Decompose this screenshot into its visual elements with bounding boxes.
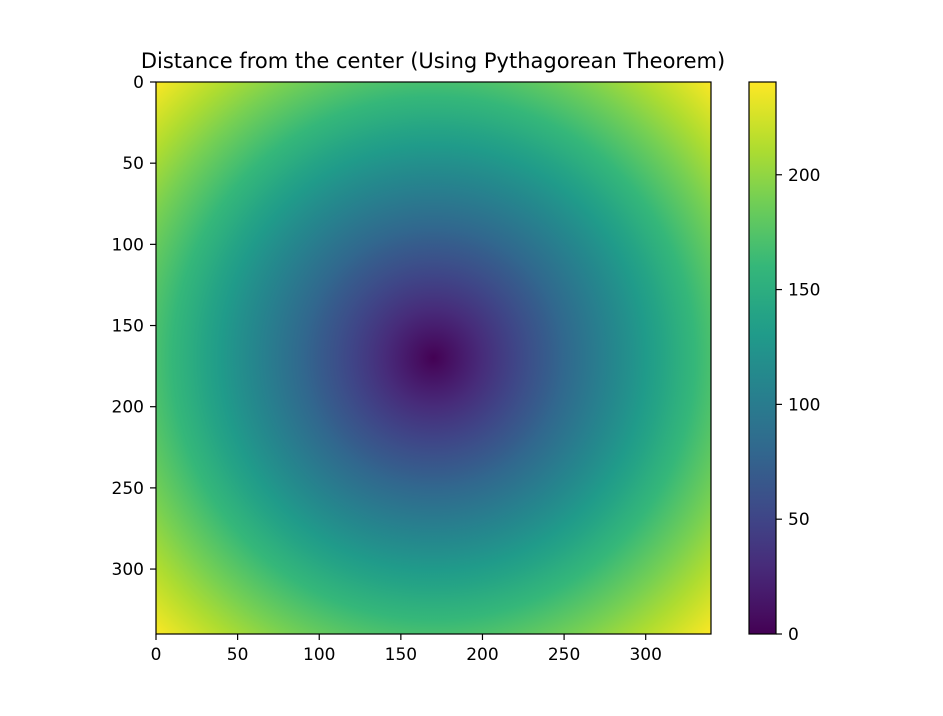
y-tick-label: 250	[112, 479, 144, 499]
colorbar-fill	[749, 82, 776, 634]
colorbar-tick-label: 200	[788, 166, 820, 186]
colorbar-ticks: 0 50 100 150 200	[776, 166, 820, 645]
heatmap-image	[156, 82, 711, 634]
y-tick-label: 150	[112, 317, 144, 337]
y-tick-label: 200	[112, 398, 144, 418]
colorbar-tick-label: 100	[788, 395, 820, 415]
x-tick-label: 150	[385, 645, 417, 665]
colorbar-tick-label: 150	[788, 281, 820, 301]
distance-field	[156, 82, 711, 634]
colorbar-tick-label: 50	[788, 510, 810, 530]
colorbar-gradient	[749, 82, 776, 634]
x-axis-ticks: 0 50 100 150 200 250 300	[151, 634, 662, 665]
y-tick-label: 100	[112, 235, 144, 255]
x-tick-label: 300	[629, 645, 661, 665]
y-axis-ticks: 0 50 100 150 200 250 300	[112, 73, 156, 580]
x-tick-label: 0	[151, 645, 162, 665]
chart-title: Distance from the center (Using Pythagor…	[141, 49, 725, 73]
y-tick-label: 300	[112, 560, 144, 580]
x-tick-label: 200	[466, 645, 498, 665]
axes-frame	[155, 81, 712, 635]
y-tick-label: 0	[133, 73, 144, 93]
colorbar-frame	[748, 81, 777, 635]
colorbar-tick-label: 0	[788, 625, 799, 645]
x-tick-label: 250	[548, 645, 580, 665]
y-tick-label: 50	[122, 154, 144, 174]
x-tick-label: 100	[303, 645, 335, 665]
x-tick-label: 50	[227, 645, 249, 665]
